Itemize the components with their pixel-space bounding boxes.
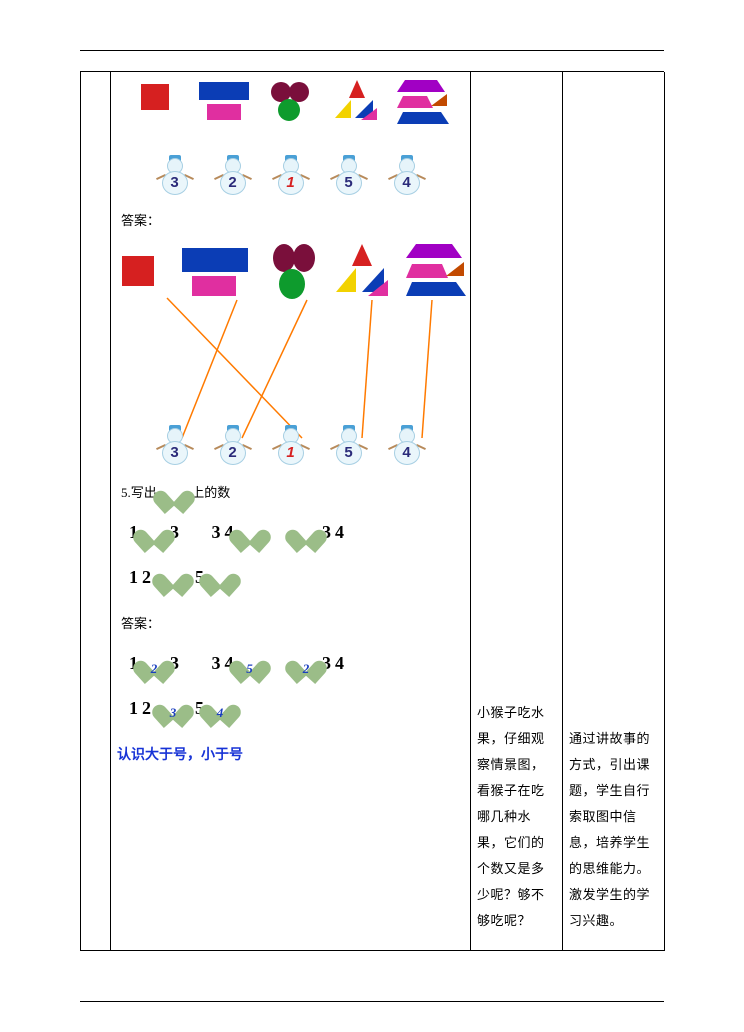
snowman: 2 xyxy=(218,158,248,196)
snowman: 3 xyxy=(160,428,190,466)
snowman-number: 3 xyxy=(162,171,188,195)
group-3-rects xyxy=(199,78,251,124)
heart-value: 2 xyxy=(140,653,168,684)
heart-icon: 4 xyxy=(206,696,234,720)
heart-value: 5 xyxy=(236,653,264,684)
snowmen-question-row: 3 2 1 5 4 xyxy=(117,158,464,196)
middle-notes-cell: 小猴子吃水果，仔细观察情景图，看猴子在吃哪几种水果，它们的个数又是多少呢？够不够… xyxy=(471,72,563,951)
snowman-number: 3 xyxy=(162,441,188,465)
answer-label-2: 答案： xyxy=(121,611,464,637)
worksheet-page: 3 2 1 5 4 答案： xyxy=(0,0,744,1032)
q5-prefix: 5.写出 xyxy=(121,485,157,500)
matching-answer-block: 3 2 1 5 4 xyxy=(117,238,464,468)
q5-suffix: 上的数 xyxy=(191,485,230,500)
snowman: 4 xyxy=(392,158,422,196)
right-text: 通过讲故事的方式，引出课题，学生自行索取图中信息，培养学生的思维能力。激发学生的… xyxy=(569,726,658,934)
snowman-number: 1 xyxy=(278,441,304,465)
hearts-question: 13 34 34 125 xyxy=(117,510,464,599)
snowmen-answer-row: 3 2 1 5 4 xyxy=(117,428,464,466)
snowman: 4 xyxy=(392,428,422,466)
group-4-traps xyxy=(397,78,449,124)
heart-value: 3 xyxy=(159,697,187,728)
group-5-triangles xyxy=(331,78,383,124)
snowman: 5 xyxy=(334,158,364,196)
answer-label: 答案： xyxy=(121,208,464,234)
snowman-number: 5 xyxy=(336,441,362,465)
group-1-square xyxy=(116,242,168,288)
heart-icon: 5 xyxy=(236,652,264,676)
heart-value: 2 xyxy=(292,653,320,684)
middle-text: 小猴子吃水果，仔细观察情景图，看猴子在吃哪几种水果，它们的个数又是多少呢？够不够… xyxy=(477,700,556,934)
heart-icon xyxy=(206,565,234,589)
heart-icon: 3 xyxy=(159,696,187,720)
group-1-square xyxy=(133,78,185,124)
snowman: 1 xyxy=(276,158,306,196)
heart-icon xyxy=(159,565,187,589)
snowman-number: 1 xyxy=(278,171,304,195)
snowman: 2 xyxy=(218,428,248,466)
right-notes-cell: 通过讲故事的方式，引出课题，学生自行索取图中信息，培养学生的思维能力。激发学生的… xyxy=(563,72,665,951)
lesson-table: 3 2 1 5 4 答案： xyxy=(80,71,664,951)
snowman-number: 4 xyxy=(394,171,420,195)
heart-icon xyxy=(292,521,320,545)
snowman-number: 5 xyxy=(336,171,362,195)
heart-icon: 2 xyxy=(292,652,320,676)
snowman-number: 2 xyxy=(220,171,246,195)
snowman: 3 xyxy=(160,158,190,196)
group-3-rects xyxy=(182,242,252,288)
shapes-answer-row xyxy=(117,242,464,288)
main-content-cell: 3 2 1 5 4 答案： xyxy=(111,72,471,951)
snowman: 5 xyxy=(334,428,364,466)
group-5-triangles xyxy=(332,242,392,288)
snowman-number: 2 xyxy=(220,441,246,465)
blue-heading: 认识大于号，小于号 xyxy=(117,740,464,768)
group-2-circles xyxy=(265,78,317,124)
heart-value: 4 xyxy=(206,697,234,728)
snowman-number: 4 xyxy=(394,441,420,465)
top-rule xyxy=(80,50,664,51)
col-0 xyxy=(81,72,111,951)
heart-icon xyxy=(236,521,264,545)
group-4-traps xyxy=(406,242,466,288)
group-2-circles xyxy=(266,242,318,288)
heart-icon xyxy=(160,482,188,506)
hearts-answer: 123 345 234 12354 xyxy=(117,641,464,730)
shapes-question-row xyxy=(117,78,464,124)
q5-label: 5.写出 上的数 xyxy=(121,480,464,506)
bottom-rule xyxy=(80,1001,664,1002)
heart-icon xyxy=(140,521,168,545)
snowman: 1 xyxy=(276,428,306,466)
heart-icon: 2 xyxy=(140,652,168,676)
